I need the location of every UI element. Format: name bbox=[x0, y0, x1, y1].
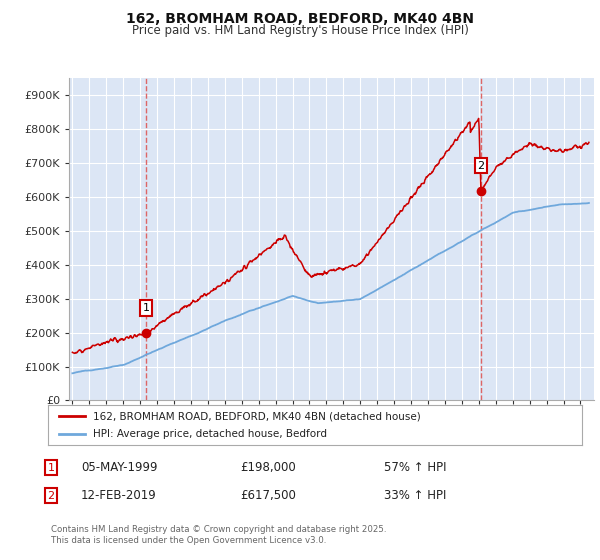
Text: 2: 2 bbox=[47, 491, 55, 501]
Text: 162, BROMHAM ROAD, BEDFORD, MK40 4BN: 162, BROMHAM ROAD, BEDFORD, MK40 4BN bbox=[126, 12, 474, 26]
Text: 1: 1 bbox=[47, 463, 55, 473]
Text: 33% ↑ HPI: 33% ↑ HPI bbox=[384, 489, 446, 502]
Text: 162, BROMHAM ROAD, BEDFORD, MK40 4BN (detached house): 162, BROMHAM ROAD, BEDFORD, MK40 4BN (de… bbox=[94, 411, 421, 421]
Text: 12-FEB-2019: 12-FEB-2019 bbox=[81, 489, 157, 502]
Text: Price paid vs. HM Land Registry's House Price Index (HPI): Price paid vs. HM Land Registry's House … bbox=[131, 24, 469, 36]
Text: £617,500: £617,500 bbox=[240, 489, 296, 502]
Text: HPI: Average price, detached house, Bedford: HPI: Average price, detached house, Bedf… bbox=[94, 429, 328, 439]
Text: Contains HM Land Registry data © Crown copyright and database right 2025.
This d: Contains HM Land Registry data © Crown c… bbox=[51, 525, 386, 545]
Text: 1: 1 bbox=[143, 303, 149, 313]
Text: 2: 2 bbox=[478, 161, 484, 171]
Text: £198,000: £198,000 bbox=[240, 461, 296, 474]
Text: 57% ↑ HPI: 57% ↑ HPI bbox=[384, 461, 446, 474]
Text: 05-MAY-1999: 05-MAY-1999 bbox=[81, 461, 157, 474]
